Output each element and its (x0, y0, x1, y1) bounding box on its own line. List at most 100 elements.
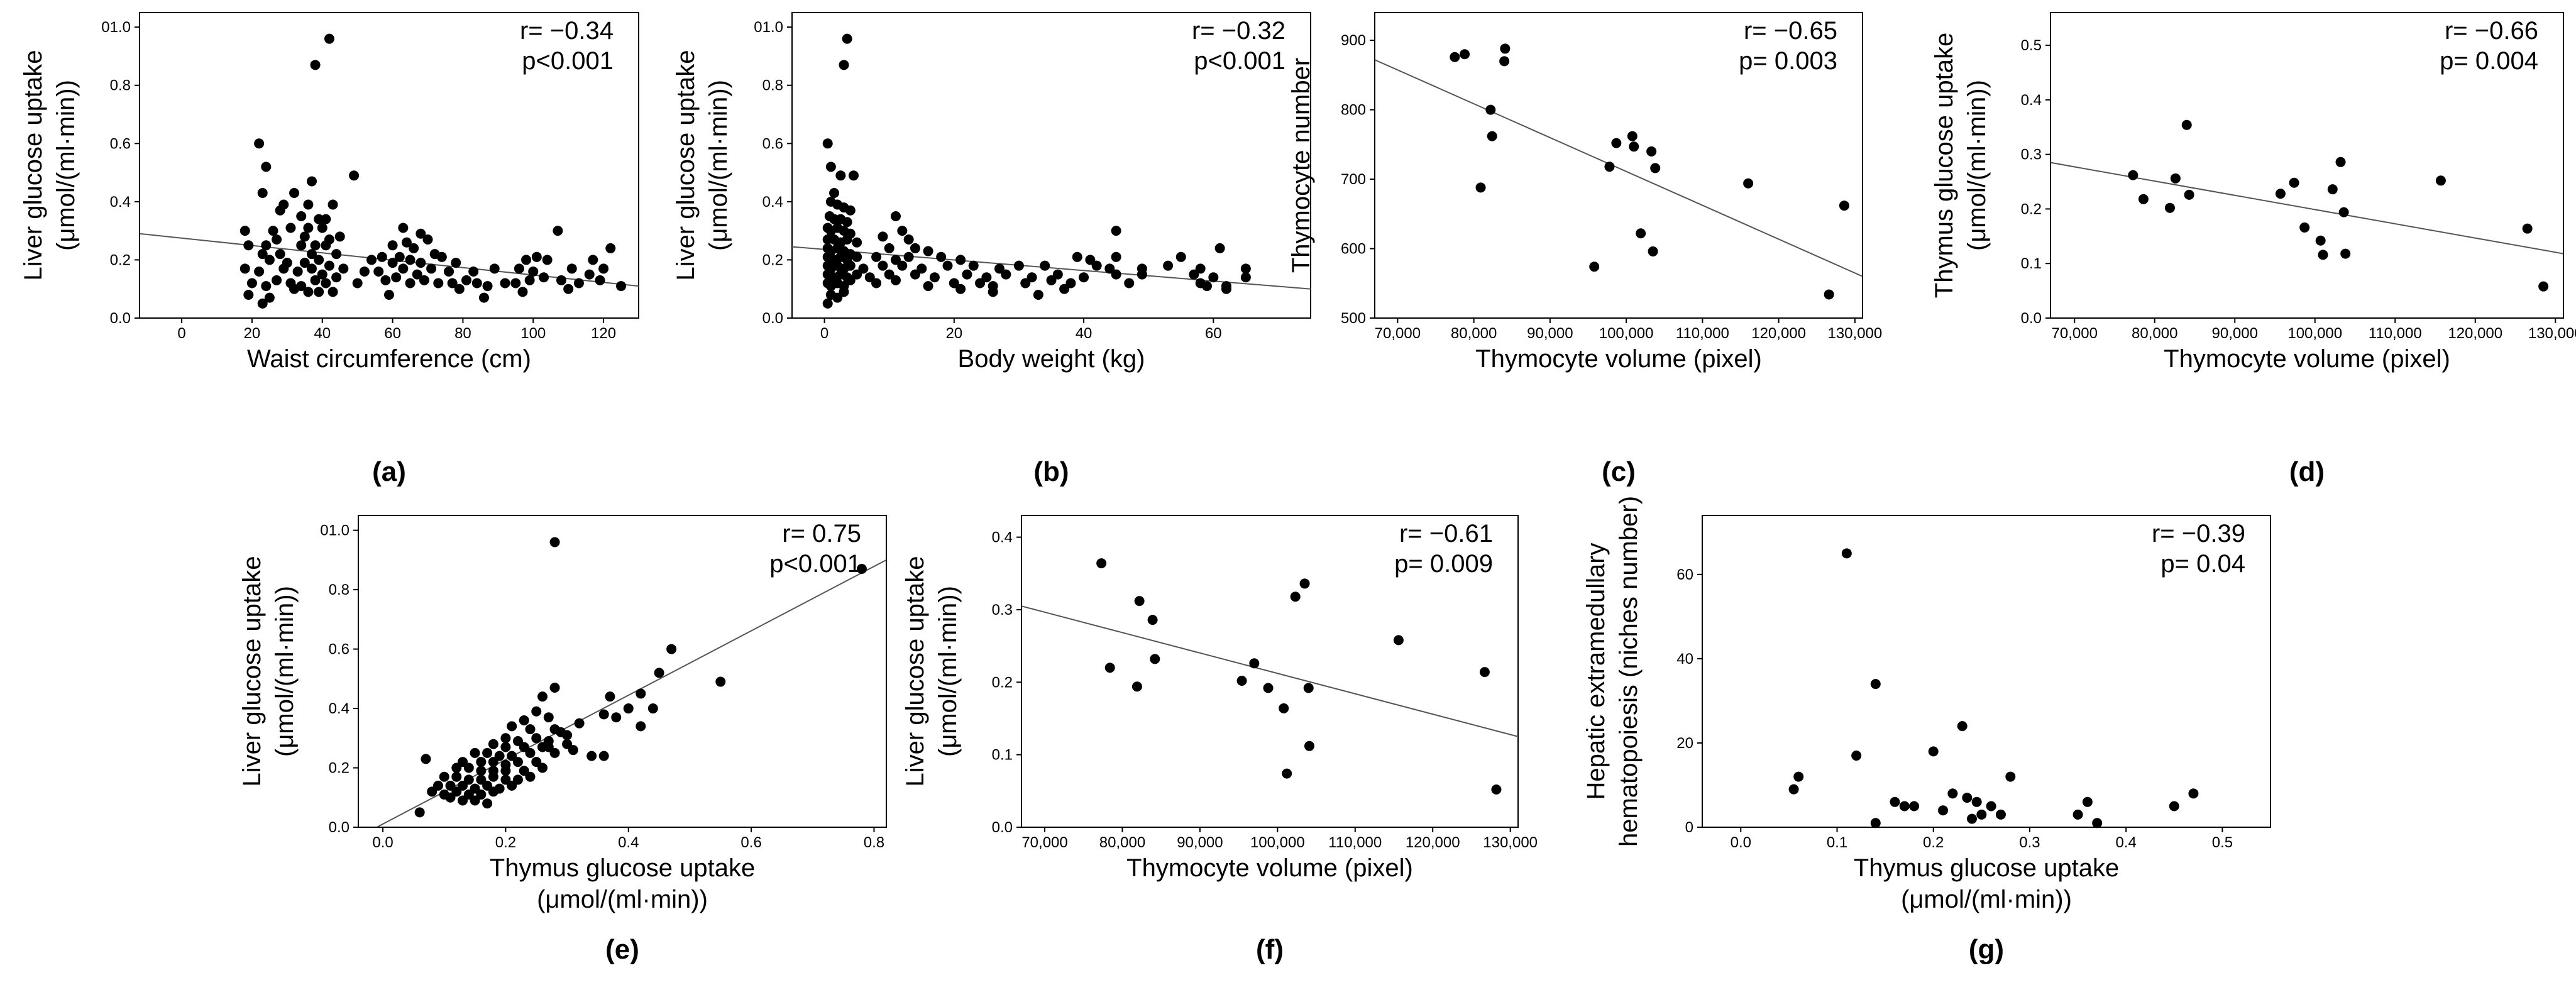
data-point (303, 223, 314, 233)
data-point (416, 258, 426, 268)
data-point (949, 278, 959, 289)
x-tick-label: 80 (454, 325, 471, 342)
data-point (1195, 263, 1206, 274)
x-tick-label: 40 (1076, 325, 1093, 342)
data-point (556, 275, 566, 285)
data-point (962, 269, 972, 280)
data-point (1500, 43, 1511, 54)
data-point (1976, 809, 1987, 820)
data-point (994, 263, 1005, 274)
data-point (519, 715, 529, 725)
data-point (2299, 222, 2310, 233)
data-point (528, 266, 539, 277)
data-point (454, 283, 465, 294)
data-point (666, 644, 677, 654)
plot-frame (1021, 515, 1519, 828)
data-point (512, 757, 523, 768)
x-tick-label: 110,000 (1676, 325, 1729, 342)
chart-panel-b: 0 20 40 60 0.0 0.2 0.4 0.6 0.8 01.0 r= −0.32p<0.00… (672, 12, 1311, 487)
data-point (1147, 615, 1158, 625)
data-point (598, 709, 609, 720)
data-point (1475, 182, 1486, 193)
data-point (1240, 263, 1251, 274)
y-tick-label: 40 (1676, 651, 1693, 668)
stat-annotation: r= −0.65 (1744, 17, 1837, 45)
data-point (261, 281, 272, 292)
data-point (839, 60, 849, 70)
y-tick-label: 700 (1341, 171, 1366, 188)
data-point (2188, 788, 2199, 799)
data-point (2318, 250, 2328, 260)
data-point (598, 751, 609, 761)
data-point (2340, 248, 2351, 259)
data-point (1851, 751, 1862, 761)
data-point (1928, 746, 1939, 757)
data-point (436, 251, 447, 262)
data-point (1001, 269, 1011, 280)
data-point (303, 199, 314, 210)
data-point (445, 792, 456, 803)
data-point (405, 255, 416, 265)
data-point (1091, 260, 1102, 271)
data-point (1957, 721, 1968, 732)
data-point (848, 170, 859, 181)
data-point (2170, 173, 2181, 184)
data-point (334, 231, 345, 242)
data-point (349, 170, 360, 181)
data-point (310, 60, 321, 70)
data-point (264, 292, 275, 303)
data-point (321, 240, 331, 251)
data-point (1460, 49, 1470, 60)
y-tick-label: 01.0 (754, 19, 783, 36)
stat-annotation: p= 0.04 (2160, 550, 2245, 578)
data-point (1967, 813, 1978, 824)
data-point (292, 266, 303, 277)
data-point (891, 211, 901, 221)
data-point (832, 292, 843, 303)
plot-frame (1374, 12, 1863, 319)
data-point (377, 251, 387, 262)
data-point (2164, 202, 2175, 213)
data-point (303, 287, 314, 297)
data-point (488, 757, 498, 768)
data-point (405, 278, 416, 289)
data-point (489, 263, 500, 274)
data-point (537, 762, 548, 773)
panel-label: (e) (605, 934, 639, 965)
data-point (2082, 796, 2093, 807)
data-point (1202, 281, 1212, 292)
y-tick-label: 0.4 (110, 194, 131, 211)
data-point (1214, 243, 1225, 253)
y-tick-label: 0.0 (992, 819, 1013, 836)
x-tick-label: 60 (384, 325, 401, 342)
data-point (476, 766, 487, 776)
data-point (2275, 189, 2286, 199)
data-point (321, 278, 331, 289)
stat-annotation: r= −0.32 (1192, 17, 1285, 45)
data-point (1059, 283, 1070, 294)
data-point (864, 272, 875, 283)
data-point (562, 730, 573, 740)
regression-line (1375, 59, 1863, 277)
data-point (1899, 801, 1910, 812)
data-point (314, 214, 324, 224)
data-point (856, 564, 867, 575)
data-point (539, 272, 549, 283)
x-tick-label: 0.5 (2212, 834, 2233, 851)
data-point (1303, 683, 1314, 693)
data-point (1033, 289, 1043, 300)
data-point (968, 260, 979, 271)
data-point (553, 226, 563, 236)
data-point (1971, 796, 1982, 807)
y-axis-label: Hepatic extramedullary (1582, 542, 1610, 800)
x-tick-label: 0.3 (2019, 834, 2040, 851)
x-tick-label: 90,000 (2212, 325, 2258, 342)
data-point (268, 226, 278, 236)
data-point (278, 263, 289, 274)
data-point (2005, 771, 2016, 782)
y-axis-label: Liver glucose uptake (672, 50, 700, 281)
data-point (1111, 269, 1121, 280)
y-tick-label: 0.1 (992, 747, 1013, 764)
data-point (897, 226, 908, 236)
data-point (891, 255, 901, 265)
